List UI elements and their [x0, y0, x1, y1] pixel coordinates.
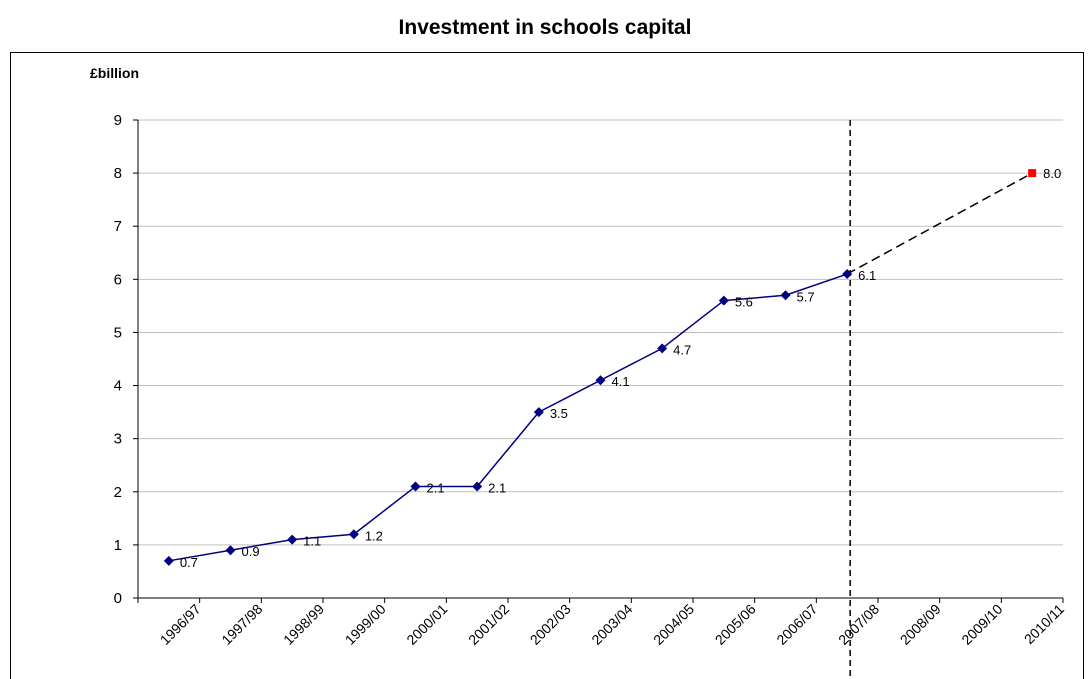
x-tick-label: 2001/02: [465, 601, 512, 648]
y-tick-label: 5: [114, 324, 122, 341]
y-tick-label: 1: [114, 537, 122, 554]
data-label: 4.1: [612, 374, 630, 389]
data-label: 6.1: [858, 268, 876, 283]
data-label: 5.7: [797, 289, 815, 304]
y-axis-label: £billion: [90, 65, 139, 81]
data-point-marker: [657, 343, 668, 354]
data-label: 1.2: [365, 528, 383, 543]
data-label: 2.1: [488, 480, 506, 495]
chart-frame: [10, 52, 1084, 679]
data-label: 3.5: [550, 406, 568, 421]
data-point-marker: [163, 555, 174, 566]
x-tick-label: 2000/01: [403, 601, 450, 648]
data-label: 1.1: [303, 534, 321, 549]
data-label: 0.9: [242, 544, 260, 559]
x-tick-label: 2010/11: [1021, 601, 1068, 648]
data-point-marker: [472, 481, 483, 492]
series-line-actual: [168, 273, 848, 562]
data-point-marker: [533, 407, 544, 418]
y-tick-label: 6: [114, 271, 122, 288]
y-tick-label: 4: [114, 378, 122, 395]
y-tick-label: 9: [114, 112, 122, 129]
x-tick-label: 2002/03: [527, 601, 574, 648]
projection-line: [846, 172, 1033, 275]
chart-title: Investment in schools capital: [398, 16, 692, 39]
data-label: 0.7: [180, 555, 198, 570]
data-point-marker: [287, 534, 298, 545]
data-label: 5.6: [735, 295, 753, 310]
y-tick-label: 3: [114, 431, 122, 448]
y-tick-label: 7: [114, 218, 122, 235]
data-label: 8.0: [1043, 166, 1061, 181]
y-tick-label: 8: [114, 165, 122, 182]
y-tick-label: 0: [114, 590, 122, 607]
x-tick-label: 1999/00: [342, 601, 389, 648]
x-tick-label: 2003/04: [588, 601, 635, 648]
x-tick-label: 2004/05: [650, 601, 697, 648]
data-point-marker: [348, 529, 359, 540]
x-tick-label: 2007/08: [835, 601, 882, 648]
x-tick-label: 1996/97: [157, 601, 204, 648]
data-point-marker: [225, 545, 236, 556]
data-point-marker: [410, 481, 421, 492]
data-point-marker: [595, 375, 606, 386]
data-point-marker: [718, 295, 729, 306]
x-tick-label: 2006/07: [773, 601, 820, 648]
data-label: 2.1: [427, 480, 445, 495]
data-point-marker: [780, 290, 791, 301]
x-tick-label: 2009/10: [958, 601, 1005, 648]
data-label: 4.7: [673, 342, 691, 357]
x-tick-label: 1997/98: [218, 601, 265, 648]
target-point-marker: [1028, 169, 1037, 178]
x-tick-label: 2005/06: [712, 601, 759, 648]
x-tick-label: 1998/99: [280, 601, 327, 648]
data-point-marker: [842, 269, 853, 280]
y-tick-label: 2: [114, 484, 122, 501]
x-tick-label: 2008/09: [897, 601, 944, 648]
